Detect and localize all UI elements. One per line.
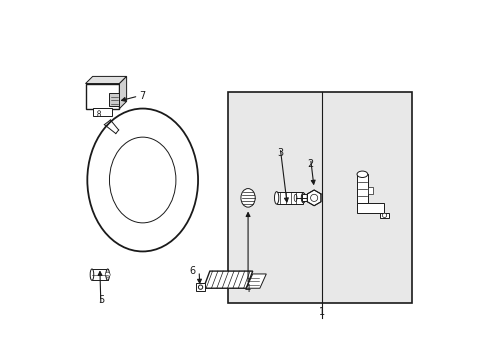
Bar	[356, 174, 367, 203]
Bar	[367, 187, 372, 194]
Ellipse shape	[294, 194, 296, 202]
Circle shape	[105, 272, 110, 277]
Bar	[109, 93, 119, 106]
Ellipse shape	[87, 109, 198, 251]
Ellipse shape	[301, 193, 305, 203]
Circle shape	[98, 113, 101, 116]
Ellipse shape	[356, 171, 367, 177]
Ellipse shape	[90, 269, 94, 280]
Bar	[356, 203, 383, 213]
Bar	[85, 84, 119, 109]
Text: 6: 6	[189, 266, 195, 276]
Bar	[301, 194, 308, 201]
Text: 5: 5	[98, 295, 104, 305]
Polygon shape	[203, 271, 252, 288]
Text: 7: 7	[139, 91, 145, 101]
Bar	[93, 108, 112, 116]
Bar	[196, 283, 205, 291]
Circle shape	[310, 194, 317, 202]
Bar	[276, 192, 303, 204]
Polygon shape	[307, 190, 320, 206]
Bar	[380, 213, 388, 218]
Ellipse shape	[241, 189, 255, 207]
Text: 2: 2	[307, 159, 313, 169]
Circle shape	[382, 213, 386, 217]
Polygon shape	[119, 76, 126, 109]
Text: 4: 4	[244, 284, 251, 294]
Ellipse shape	[106, 269, 109, 280]
Circle shape	[198, 285, 203, 289]
Ellipse shape	[274, 192, 278, 204]
Bar	[228, 93, 411, 303]
Circle shape	[98, 111, 101, 113]
Bar	[92, 269, 107, 280]
Text: 1: 1	[319, 307, 325, 317]
Ellipse shape	[109, 137, 176, 223]
Polygon shape	[85, 76, 126, 84]
Text: 3: 3	[277, 148, 283, 158]
Polygon shape	[246, 274, 266, 288]
